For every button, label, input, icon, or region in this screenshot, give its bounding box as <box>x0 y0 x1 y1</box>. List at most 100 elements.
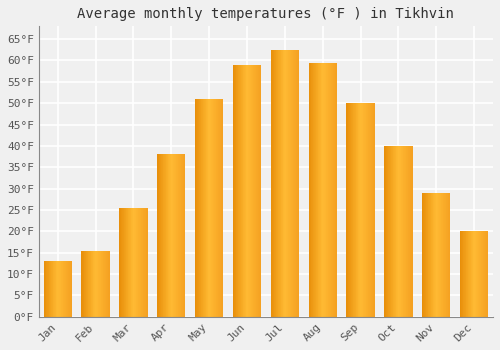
Bar <box>254 65 255 317</box>
Bar <box>367 103 368 317</box>
Bar <box>292 50 294 317</box>
Bar <box>210 99 212 317</box>
Bar <box>423 193 424 317</box>
Bar <box>257 65 258 317</box>
Bar <box>289 50 290 317</box>
Bar <box>102 251 104 317</box>
Bar <box>426 193 427 317</box>
Bar <box>245 65 246 317</box>
Bar <box>315 63 316 317</box>
Bar <box>58 261 59 317</box>
Bar <box>162 154 163 317</box>
Bar <box>313 63 314 317</box>
Bar <box>444 193 445 317</box>
Bar <box>85 251 86 317</box>
Bar <box>436 193 437 317</box>
Bar <box>246 65 247 317</box>
Bar <box>290 50 291 317</box>
Bar <box>89 251 90 317</box>
Bar <box>260 65 261 317</box>
Bar <box>308 63 309 317</box>
Bar <box>428 193 429 317</box>
Bar <box>352 103 353 317</box>
Bar <box>396 146 397 317</box>
Bar <box>486 231 487 317</box>
Bar <box>278 50 279 317</box>
Bar <box>354 103 355 317</box>
Bar <box>372 103 374 317</box>
Bar <box>174 154 175 317</box>
Bar <box>216 99 217 317</box>
Bar <box>388 146 389 317</box>
Bar <box>274 50 275 317</box>
Bar <box>447 193 448 317</box>
Bar <box>470 231 472 317</box>
Bar <box>109 251 110 317</box>
Bar <box>244 65 245 317</box>
Bar <box>272 50 273 317</box>
Bar <box>478 231 479 317</box>
Bar <box>179 154 180 317</box>
Bar <box>319 63 320 317</box>
Bar <box>83 251 84 317</box>
Bar <box>370 103 371 317</box>
Bar <box>217 99 218 317</box>
Bar <box>122 208 123 317</box>
Bar <box>405 146 406 317</box>
Bar <box>82 251 83 317</box>
Bar <box>222 99 224 317</box>
Bar <box>467 231 468 317</box>
Bar <box>424 193 425 317</box>
Bar <box>135 208 136 317</box>
Bar <box>398 146 399 317</box>
Bar <box>247 65 248 317</box>
Bar <box>408 146 409 317</box>
Bar <box>384 146 385 317</box>
Bar <box>147 208 148 317</box>
Bar <box>255 65 256 317</box>
Bar <box>218 99 219 317</box>
Bar <box>177 154 178 317</box>
Bar <box>294 50 295 317</box>
Bar <box>275 50 276 317</box>
Bar <box>286 50 287 317</box>
Bar <box>195 99 196 317</box>
Bar <box>123 208 124 317</box>
Bar <box>429 193 430 317</box>
Bar <box>170 154 172 317</box>
Bar <box>44 261 45 317</box>
Bar <box>66 261 67 317</box>
Bar <box>100 251 102 317</box>
Bar <box>130 208 132 317</box>
Bar <box>485 231 486 317</box>
Bar <box>166 154 167 317</box>
Bar <box>84 251 85 317</box>
Bar <box>90 251 92 317</box>
Bar <box>399 146 400 317</box>
Bar <box>256 65 257 317</box>
Bar <box>70 261 71 317</box>
Bar <box>364 103 365 317</box>
Bar <box>297 50 298 317</box>
Bar <box>446 193 447 317</box>
Bar <box>59 261 60 317</box>
Bar <box>356 103 357 317</box>
Bar <box>462 231 463 317</box>
Bar <box>318 63 319 317</box>
Bar <box>317 63 318 317</box>
Bar <box>88 251 89 317</box>
Bar <box>463 231 464 317</box>
Bar <box>437 193 438 317</box>
Bar <box>181 154 182 317</box>
Bar <box>157 154 158 317</box>
Bar <box>136 208 137 317</box>
Bar <box>252 65 254 317</box>
Bar <box>440 193 441 317</box>
Bar <box>212 99 214 317</box>
Bar <box>242 65 244 317</box>
Bar <box>347 103 348 317</box>
Bar <box>328 63 329 317</box>
Bar <box>386 146 387 317</box>
Bar <box>316 63 317 317</box>
Bar <box>97 251 98 317</box>
